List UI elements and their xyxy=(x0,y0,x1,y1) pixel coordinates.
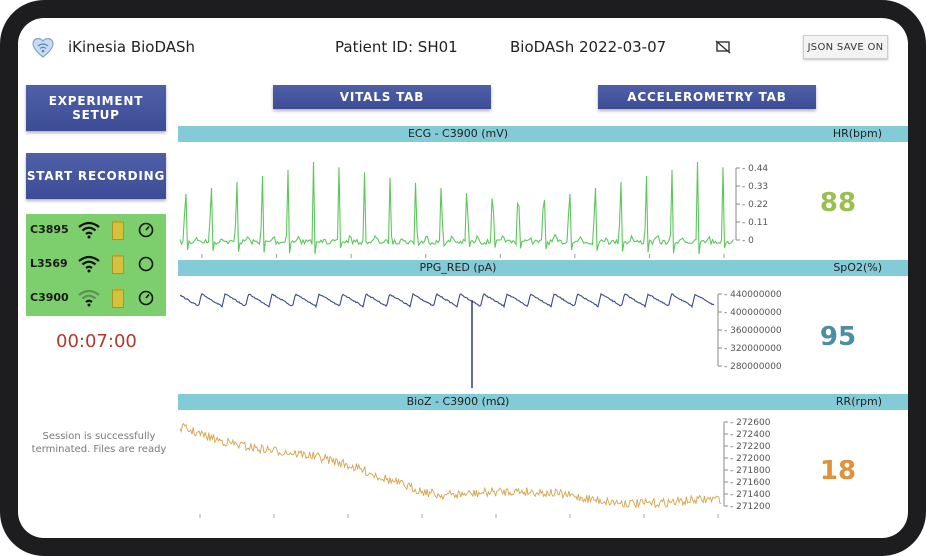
experiment-setup-label-2: SETUP xyxy=(72,108,120,122)
ecg-y-tick-label: - 0.11 xyxy=(742,218,768,228)
ppg-trace xyxy=(179,292,715,309)
timer-icon xyxy=(138,290,154,306)
app-screen: iKinesia BioDASh Patient ID: SH01 BioDAS… xyxy=(18,18,908,538)
experiment-setup-label-1: EXPERIMENT xyxy=(48,94,144,108)
ppg-header-strip: PPG_RED (pA) SpO2(%) xyxy=(178,260,908,276)
app-title: iKinesia BioDASh xyxy=(68,38,196,56)
ppg-y-tick-label: - 280000000 xyxy=(724,362,782,372)
ppg-chart: - 440000000 - 400000000 - 360000000 - 32000… xyxy=(179,290,782,388)
tab-accelerometry[interactable]: ACCELEROMETRY TAB xyxy=(598,85,816,109)
hr-value: 88 xyxy=(819,188,857,218)
json-save-button[interactable]: JSON SAVE ON xyxy=(803,35,888,59)
device-name: C3900 xyxy=(30,291,69,304)
ecg-header-strip: ECG - C3900 (mV) HR(bpm) xyxy=(178,126,908,142)
ppg-y-tick-label: - 400000000 xyxy=(724,308,782,318)
session-status-line-1: Session is successfully xyxy=(42,431,156,442)
start-recording-button[interactable]: START RECORDING xyxy=(26,153,166,199)
battery-full-icon xyxy=(112,254,124,274)
ppg-title: PPG_RED (pA) xyxy=(419,261,497,274)
wifi-strong-icon xyxy=(78,255,100,273)
battery-full-icon xyxy=(112,220,124,240)
bioz-y-tick-label: - 271600 xyxy=(730,478,771,488)
spo2-label: SpO2(%) xyxy=(833,261,882,274)
bioz-y-tick-label: - 271400 xyxy=(730,490,771,500)
bioz-y-tick-label: - 272400 xyxy=(730,430,771,440)
experiment-setup-button[interactable]: EXPERIMENT SETUP xyxy=(26,85,166,131)
heart-logo-icon xyxy=(32,38,54,58)
ecg-y-tick-label: - 0 xyxy=(742,236,754,246)
bioz-y-tick-label: - 272000 xyxy=(730,454,771,464)
device-row: L3569 xyxy=(26,252,166,276)
rr-label: RR(rpm) xyxy=(835,395,882,408)
device-name: L3569 xyxy=(30,257,68,270)
ppg-y-tick-label: - 320000000 xyxy=(724,344,782,354)
timer-icon xyxy=(138,222,154,238)
bioz-y-tick-label: - 272200 xyxy=(730,442,771,452)
battery-full-icon xyxy=(112,288,124,308)
bioz-y-tick-label: - 271800 xyxy=(730,466,771,476)
session-date: BioDASh 2022-03-07 xyxy=(510,38,667,56)
ecg-y-tick-label: - 0.33 xyxy=(742,182,768,192)
session-status-line-2: terminated. Files are ready xyxy=(31,444,167,455)
recording-timer: 00:07:00 xyxy=(56,331,137,352)
bioz-header-strip: BioZ - C3900 (mΩ) RR(rpm) xyxy=(178,394,908,410)
rr-value: 18 xyxy=(819,456,857,486)
spo2-value: 95 xyxy=(819,322,857,352)
ppg-y-tick-label: - 440000000 xyxy=(724,290,782,300)
wifi-strong-icon xyxy=(78,221,100,239)
device-status-panel: C3895 L3569 xyxy=(26,214,166,316)
device-name: C3895 xyxy=(30,223,69,236)
top-bar: iKinesia BioDASh Patient ID: SH01 BioDAS… xyxy=(18,18,908,78)
ecg-title: ECG - C3900 (mV) xyxy=(407,127,509,140)
bioz-y-tick-label: - 271200 xyxy=(730,502,771,512)
bioz-title: BioZ - C3900 (mΩ) xyxy=(406,395,510,408)
hr-label: HR(bpm) xyxy=(832,127,882,140)
status-idle-icon xyxy=(138,256,154,272)
device-row: C3900 xyxy=(26,286,166,310)
bioz-trace xyxy=(179,422,722,509)
tab-vitals[interactable]: VITALS TAB xyxy=(273,85,491,109)
device-row: C3895 xyxy=(26,218,166,242)
ecg-chart: - 0.44- 0.33- 0.22- 0.11- 07911130246 xyxy=(179,161,768,258)
ecg-y-tick-label: - 0.44 xyxy=(742,164,768,174)
ecg-y-tick-label: - 0.22 xyxy=(742,200,768,210)
session-status: Session is successfully terminated. File… xyxy=(24,430,174,456)
bioz-chart: - 272600 - 272400 - 272200 - 272000 - 271800… xyxy=(179,418,771,518)
ecg-trace xyxy=(179,161,734,255)
patient-id: Patient ID: SH01 xyxy=(335,38,458,56)
bioz-y-tick-label: - 272600 xyxy=(730,418,771,428)
cast-off-icon[interactable] xyxy=(715,40,731,54)
ppg-y-tick-label: - 360000000 xyxy=(724,326,782,336)
wifi-weak-icon xyxy=(78,289,100,307)
